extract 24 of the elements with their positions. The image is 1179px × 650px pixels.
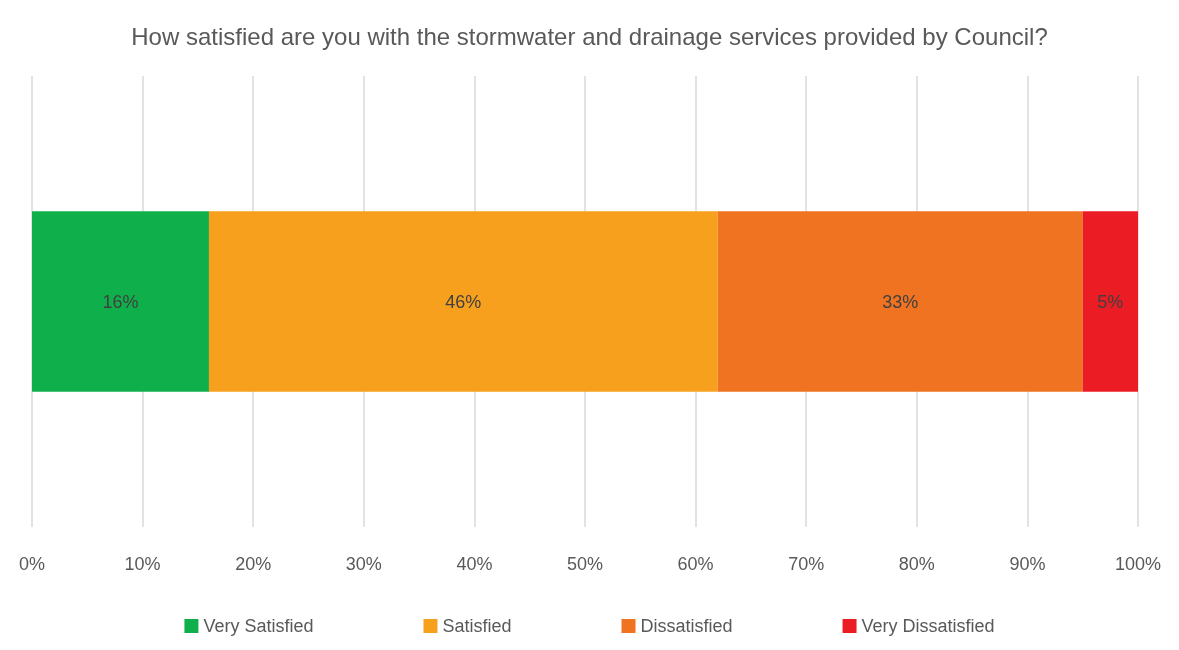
chart-title: How satisfied are you with the stormwater and drainage services provided by Council? (131, 22, 1048, 50)
bar (32, 211, 209, 392)
bar (208, 211, 718, 392)
x-tick-label: 20% (235, 554, 272, 574)
legend-label: Very Dissatisfied (861, 616, 995, 636)
x-tick-label: 60% (677, 554, 714, 574)
bar (717, 211, 1083, 392)
legend-label: Satisfied (442, 616, 512, 636)
data-label: 33% (882, 291, 919, 312)
x-tick-label: 90% (1009, 554, 1046, 574)
x-tick-label: 70% (788, 554, 825, 574)
data-label: 16% (102, 291, 139, 312)
x-tick-label: 40% (456, 554, 493, 574)
x-tick-label: 10% (124, 554, 161, 574)
x-tick-label: 80% (898, 554, 935, 574)
x-tick-label: 30% (345, 554, 382, 574)
bar (1082, 211, 1138, 392)
data-label: 46% (445, 291, 482, 312)
x-tick-label: 100% (1114, 554, 1162, 574)
x-tick-label: 0% (18, 554, 46, 574)
data-label: 5% (1097, 291, 1124, 312)
legend-label: Dissatisfied (640, 616, 733, 636)
legend-label: Very Satisfied (203, 616, 314, 636)
x-tick-label: 50% (566, 554, 604, 574)
